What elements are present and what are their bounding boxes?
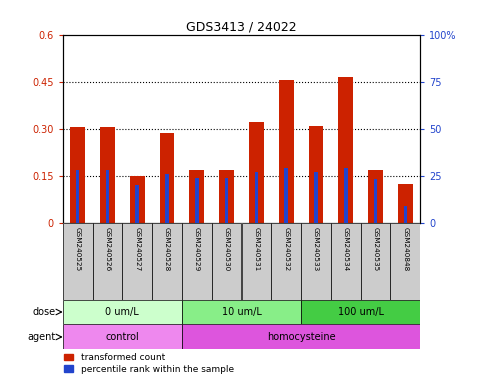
Text: GSM240535: GSM240535 bbox=[372, 227, 379, 271]
Bar bbox=[403, 206, 407, 223]
Text: GSM240526: GSM240526 bbox=[104, 227, 111, 271]
Bar bbox=[344, 168, 348, 223]
Bar bbox=[189, 170, 204, 223]
Bar bbox=[182, 300, 301, 324]
Bar bbox=[100, 127, 115, 223]
Bar bbox=[130, 176, 145, 223]
Bar bbox=[182, 223, 212, 300]
Text: GSM240529: GSM240529 bbox=[194, 227, 200, 271]
Bar bbox=[63, 223, 93, 300]
Title: GDS3413 / 24022: GDS3413 / 24022 bbox=[186, 20, 297, 33]
Text: GSM240531: GSM240531 bbox=[254, 227, 259, 271]
Bar bbox=[361, 223, 390, 300]
Bar bbox=[152, 223, 182, 300]
Bar bbox=[368, 170, 383, 223]
Bar bbox=[301, 300, 420, 324]
Text: GSM240530: GSM240530 bbox=[224, 227, 229, 271]
Bar bbox=[182, 324, 420, 349]
Text: GSM240528: GSM240528 bbox=[164, 227, 170, 271]
Bar bbox=[63, 300, 182, 324]
Text: GSM240533: GSM240533 bbox=[313, 227, 319, 271]
Text: 100 um/L: 100 um/L bbox=[338, 307, 384, 317]
Bar bbox=[63, 324, 182, 349]
Text: 0 um/L: 0 um/L bbox=[105, 307, 139, 317]
Text: control: control bbox=[105, 332, 139, 342]
Text: dose: dose bbox=[32, 307, 56, 317]
Bar bbox=[212, 223, 242, 300]
Bar bbox=[165, 174, 169, 223]
Legend: transformed count, percentile rank within the sample: transformed count, percentile rank withi… bbox=[62, 351, 235, 376]
Bar bbox=[195, 177, 199, 223]
Bar bbox=[314, 172, 318, 223]
Bar bbox=[249, 122, 264, 223]
Bar bbox=[309, 126, 324, 223]
Bar bbox=[242, 223, 271, 300]
Text: homocysteine: homocysteine bbox=[267, 332, 335, 342]
Bar bbox=[219, 170, 234, 223]
Bar bbox=[271, 223, 301, 300]
Bar bbox=[106, 170, 109, 223]
Bar bbox=[398, 184, 413, 223]
Text: agent: agent bbox=[28, 332, 56, 342]
Bar bbox=[93, 223, 122, 300]
Bar bbox=[76, 170, 80, 223]
Bar bbox=[225, 177, 228, 223]
Bar bbox=[331, 223, 361, 300]
Bar bbox=[159, 133, 174, 223]
Bar bbox=[255, 172, 258, 223]
Bar bbox=[284, 168, 288, 223]
Bar bbox=[279, 80, 294, 223]
Text: GSM240527: GSM240527 bbox=[134, 227, 140, 271]
Text: GSM240534: GSM240534 bbox=[343, 227, 349, 271]
Text: GSM240532: GSM240532 bbox=[283, 227, 289, 271]
Text: GSM240848: GSM240848 bbox=[402, 227, 408, 271]
Bar bbox=[122, 223, 152, 300]
Bar bbox=[374, 179, 377, 223]
Bar bbox=[338, 77, 353, 223]
Bar bbox=[301, 223, 331, 300]
Bar bbox=[135, 185, 139, 223]
Text: GSM240525: GSM240525 bbox=[75, 227, 81, 271]
Text: 10 um/L: 10 um/L bbox=[222, 307, 261, 317]
Bar bbox=[390, 223, 420, 300]
Bar bbox=[70, 127, 85, 223]
